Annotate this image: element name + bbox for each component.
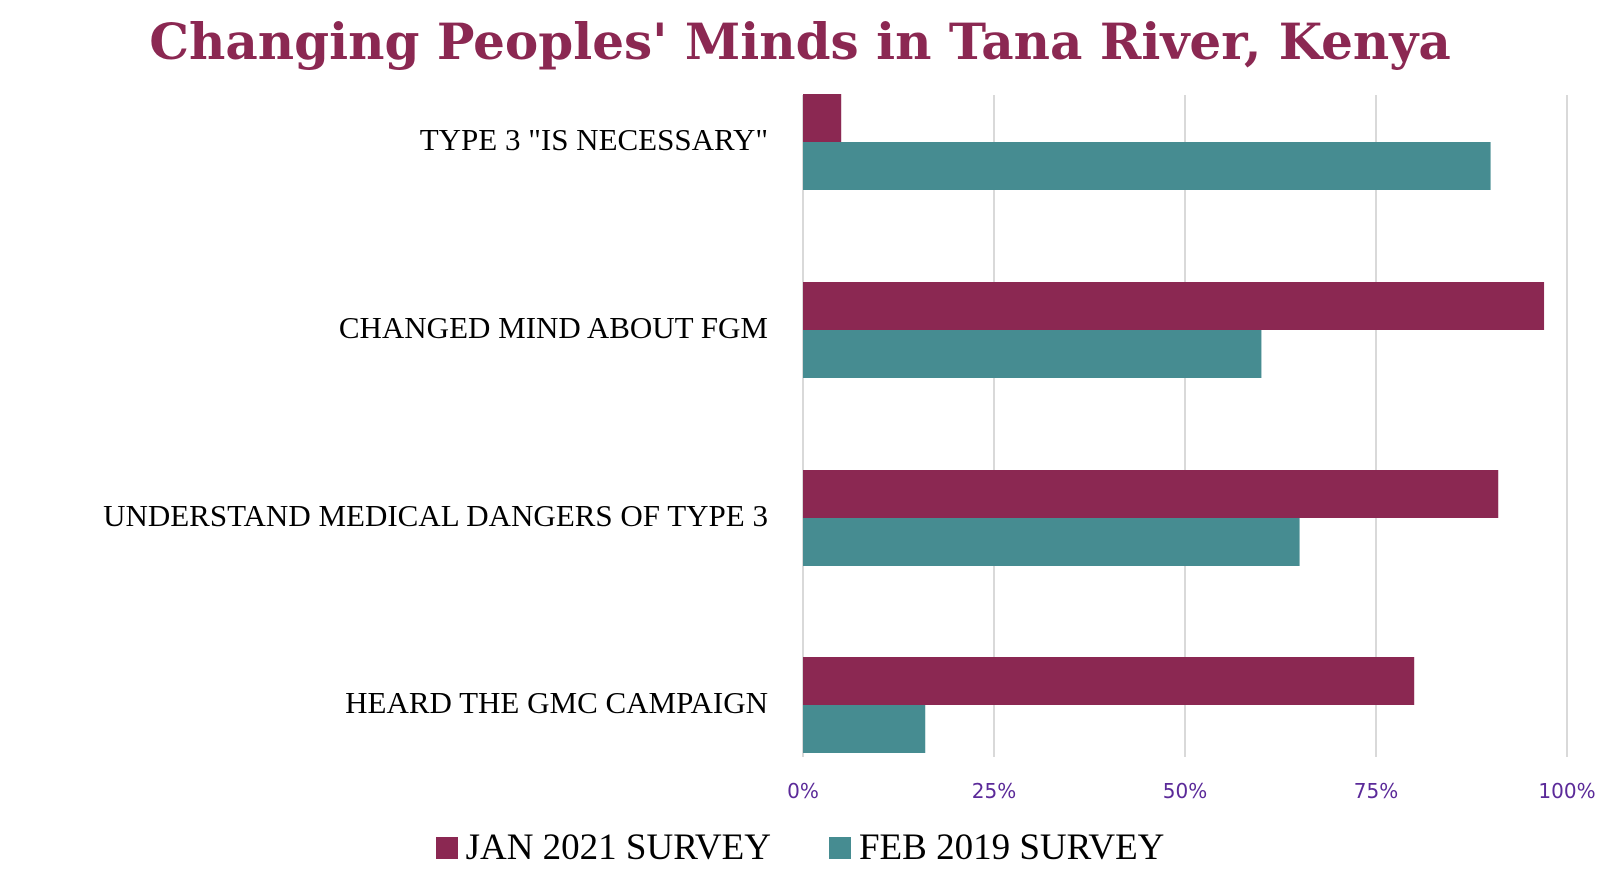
bars: [803, 94, 1545, 753]
x-tick-label: 0%: [787, 779, 819, 800]
bar-feb-2019-survey-understand-medical-dangers-of-type-3: [803, 518, 1300, 566]
x-tick-label: 75%: [1354, 779, 1398, 800]
legend-item-jan-2021: JAN 2021 SURVEY: [435, 826, 771, 869]
category-label: UNDERSTAND MEDICAL DANGERS OF TYPE 3: [103, 498, 768, 533]
legend: JAN 2021 SURVEY FEB 2019 SURVEY: [0, 826, 1600, 869]
chart-title: Changing Peoples' Minds in Tana River, K…: [149, 12, 1451, 71]
bar-jan-2021-survey-understand-medical-dangers-of-type-3: [803, 470, 1499, 518]
legend-item-feb-2019: FEB 2019 SURVEY: [828, 826, 1165, 869]
legend-label-jan-2021: JAN 2021 SURVEY: [465, 827, 771, 868]
bar-chart: 0% 25% 50% 75% 100%: [787, 94, 1596, 800]
bar-jan-2021-survey-changed-mind-about-fgm: [803, 282, 1545, 330]
bar-jan-2021-survey-type-3-is-necessary: [803, 94, 842, 142]
legend-swatch-jan-2021: [435, 836, 458, 859]
bar-feb-2019-survey-changed-mind-about-fgm: [803, 330, 1262, 378]
bar-feb-2019-survey-type-3-is-necessary: [803, 142, 1491, 190]
x-axis-ticks: 0% 25% 50% 75% 100%: [787, 779, 1595, 800]
legend-label-feb-2019: FEB 2019 SURVEY: [858, 827, 1165, 868]
x-tick-label: 25%: [972, 779, 1016, 800]
category-label: HEARD THE GMC CAMPAIGN: [345, 685, 768, 720]
x-tick-label: 100%: [1538, 779, 1595, 800]
bar-feb-2019-survey-heard-the-gmc-campaign: [803, 705, 926, 753]
gridlines: [802, 95, 1568, 757]
category-label: TYPE 3 "IS NECESSARY": [419, 122, 768, 157]
category-label: CHANGED MIND ABOUT FGM: [338, 310, 768, 345]
x-tick-label: 50%: [1163, 779, 1207, 800]
bar-jan-2021-survey-heard-the-gmc-campaign: [803, 657, 1415, 705]
legend-swatch-feb-2019: [828, 836, 851, 859]
